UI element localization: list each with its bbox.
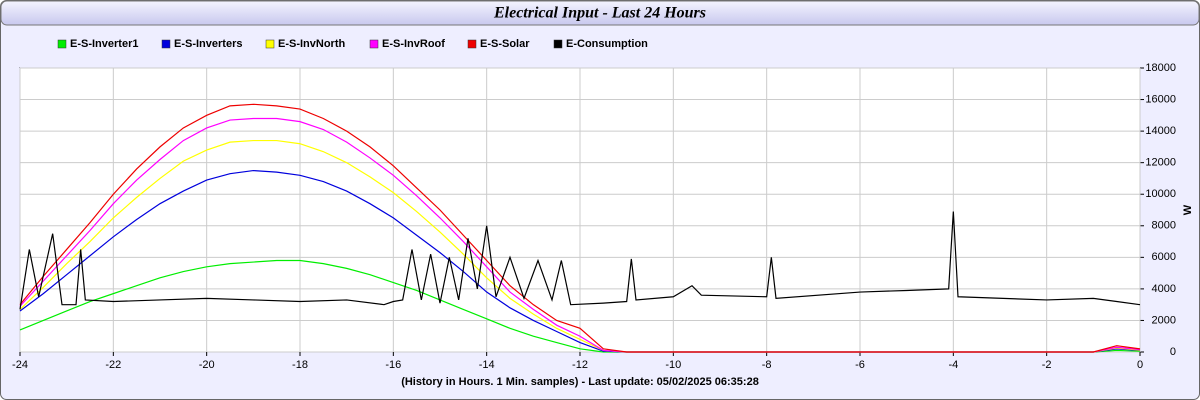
x-tick-label: -6 <box>855 359 865 371</box>
x-tick-label: 0 <box>1137 359 1143 371</box>
legend-label: E-S-Inverter1 <box>70 38 138 50</box>
y-axis-label: W <box>1182 204 1194 215</box>
y-tick-label: 12000 <box>1145 157 1176 169</box>
legend-label: E-Consumption <box>566 38 648 50</box>
x-tick-label: -8 <box>762 359 772 371</box>
x-tick-label: -14 <box>479 359 495 371</box>
x-tick-label: -16 <box>385 359 401 371</box>
y-tick-label: 6000 <box>1152 251 1176 263</box>
y-tick-label: 16000 <box>1145 93 1176 105</box>
y-tick-label: 18000 <box>1145 62 1176 74</box>
x-axis-label: (History in Hours. 1 Min. samples) - Las… <box>401 376 759 388</box>
y-tick-label: 10000 <box>1145 188 1176 200</box>
x-tick-label: -20 <box>199 359 215 371</box>
x-tick-label: -4 <box>948 359 958 371</box>
y-tick-label: 2000 <box>1152 314 1176 326</box>
y-tick-label: 4000 <box>1152 283 1176 295</box>
legend-swatch <box>161 39 171 49</box>
y-tick-label: 8000 <box>1152 220 1176 232</box>
x-tick-label: -22 <box>105 359 121 371</box>
legend-swatch <box>467 39 477 49</box>
legend-swatch <box>57 39 67 49</box>
legend-swatch <box>369 39 379 49</box>
legend-label: E-S-InvRoof <box>382 38 445 50</box>
x-tick-label: -10 <box>665 359 681 371</box>
x-tick-label: -18 <box>292 359 308 371</box>
legend-swatch <box>553 39 563 49</box>
chart-title: Electrical Input - Last 24 Hours <box>493 5 706 22</box>
x-tick-label: -2 <box>1042 359 1052 371</box>
series-line <box>19 103 1141 353</box>
title-bar <box>0 0 1200 26</box>
series-line <box>19 211 1141 310</box>
x-tick-label: -24 <box>12 359 28 371</box>
x-tick-label: -12 <box>572 359 588 371</box>
legend-label: E-S-Solar <box>480 38 530 50</box>
legend-label: E-S-Inverters <box>174 38 242 50</box>
legend-swatch <box>265 39 275 49</box>
y-tick-label: 14000 <box>1145 125 1176 137</box>
legend-label: E-S-InvNorth <box>278 38 346 50</box>
y-tick-label: 0 <box>1170 346 1176 358</box>
